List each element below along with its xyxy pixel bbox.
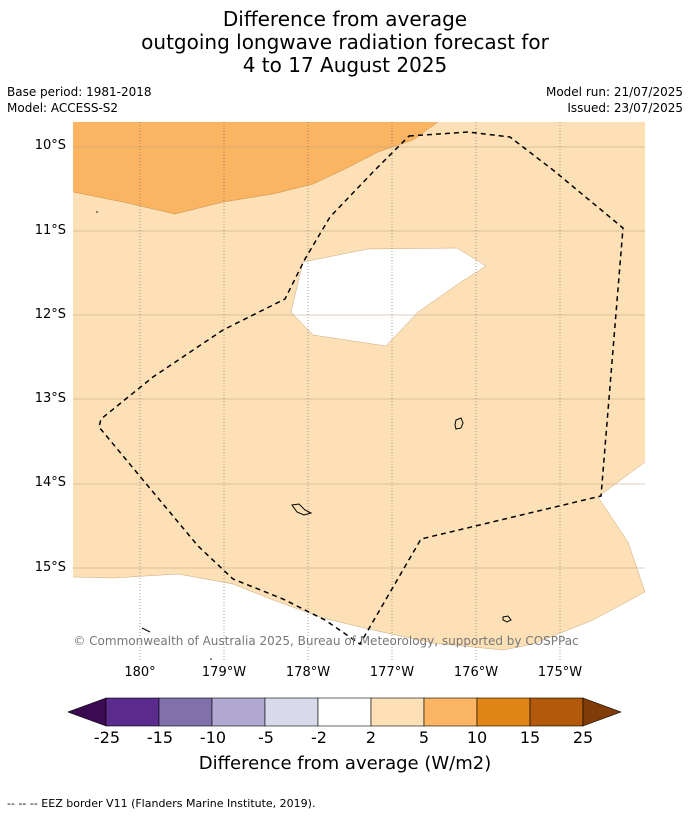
colorbar-segments	[68, 697, 622, 727]
colorbar-tick-label: 10	[466, 728, 488, 747]
issued-date: Issued: 23/07/2025	[567, 101, 683, 115]
lon-label-180: 180°	[124, 665, 156, 680]
colorbar-segment	[211, 697, 266, 727]
copyright-notice: © Commonwealth of Australia 2025, Bureau…	[73, 634, 578, 648]
lon-label-175w: 175°W	[537, 665, 583, 680]
base-period: Base period: 1981-2018	[7, 85, 152, 99]
title-line-2: outgoing longwave radiation forecast for	[141, 30, 549, 54]
colorbar-title: Difference from average (W/m2)	[198, 753, 492, 774]
colorbar	[68, 697, 622, 727]
olr-anomaly-map: © Commonwealth of Australia 2025, Bureau…	[73, 122, 645, 660]
lat-label-14s: 14°S	[34, 475, 66, 490]
lon-label-176w: 176°W	[453, 665, 499, 680]
lon-label-177w: 177°W	[369, 665, 415, 680]
colorbar-tick-label: -25	[93, 728, 121, 747]
colorbar-tick-label: -10	[199, 728, 227, 747]
colorbar-segment	[423, 697, 478, 727]
colorbar-tick-label: -2	[311, 728, 327, 747]
meta-left: Base period: 1981-2018 Model: ACCESS-S2	[7, 84, 152, 116]
island-dot	[210, 658, 212, 660]
colorbar-tick-label: 2	[365, 728, 377, 747]
colorbar-segment	[370, 697, 425, 727]
island-outline	[502, 615, 512, 623]
island-dot	[96, 211, 98, 213]
lon-label-179w: 179°W	[201, 665, 247, 680]
latitude-gridlines	[73, 146, 645, 569]
colorbar-segment	[529, 697, 584, 727]
title-line-1: Difference from average	[222, 7, 468, 31]
colorbar-segment	[476, 697, 531, 727]
colorbar-tick-label: -5	[258, 728, 274, 747]
lat-label-15s: 15°S	[34, 560, 66, 575]
colorbar-tick-label: -15	[146, 728, 174, 747]
island-outline	[454, 417, 464, 430]
eez-border	[98, 131, 624, 646]
colorbar-extend-high	[582, 697, 622, 727]
neutral-area-south	[73, 574, 645, 660]
anomaly-area-5-to-10	[73, 122, 438, 214]
lon-label-178w: 178°W	[285, 665, 331, 680]
title-line-3: 4 to 17 August 2025	[242, 53, 448, 77]
colorbar-segment	[264, 697, 319, 727]
lat-label-11s: 11°S	[34, 223, 66, 238]
meta-right: Model run: 21/07/2025 Issued: 23/07/2025	[546, 84, 683, 116]
colorbar-tick-label: 5	[418, 728, 430, 747]
island-outline	[141, 627, 151, 633]
island-outline	[291, 503, 313, 516]
colorbar-tick-label: 15	[519, 728, 541, 747]
colorbar-tick-label: 25	[572, 728, 594, 747]
lat-label-13s: 13°S	[34, 391, 66, 406]
eez-legend-note: -- -- -- EEZ border V11 (Flanders Marine…	[7, 797, 316, 810]
colorbar-segment	[105, 697, 160, 727]
map-title: Difference from average outgoing longwav…	[0, 8, 690, 77]
colorbar-segment	[317, 697, 372, 727]
neutral-area-east	[598, 462, 645, 592]
lat-label-10s: 10°S	[34, 138, 66, 153]
model-name: Model: ACCESS-S2	[7, 101, 119, 115]
model-run: Model run: 21/07/2025	[545, 85, 683, 99]
neutral-area-center	[291, 248, 486, 346]
lat-label-12s: 12°S	[34, 307, 66, 322]
colorbar-extend-low	[68, 697, 107, 727]
colorbar-segment	[158, 697, 213, 727]
